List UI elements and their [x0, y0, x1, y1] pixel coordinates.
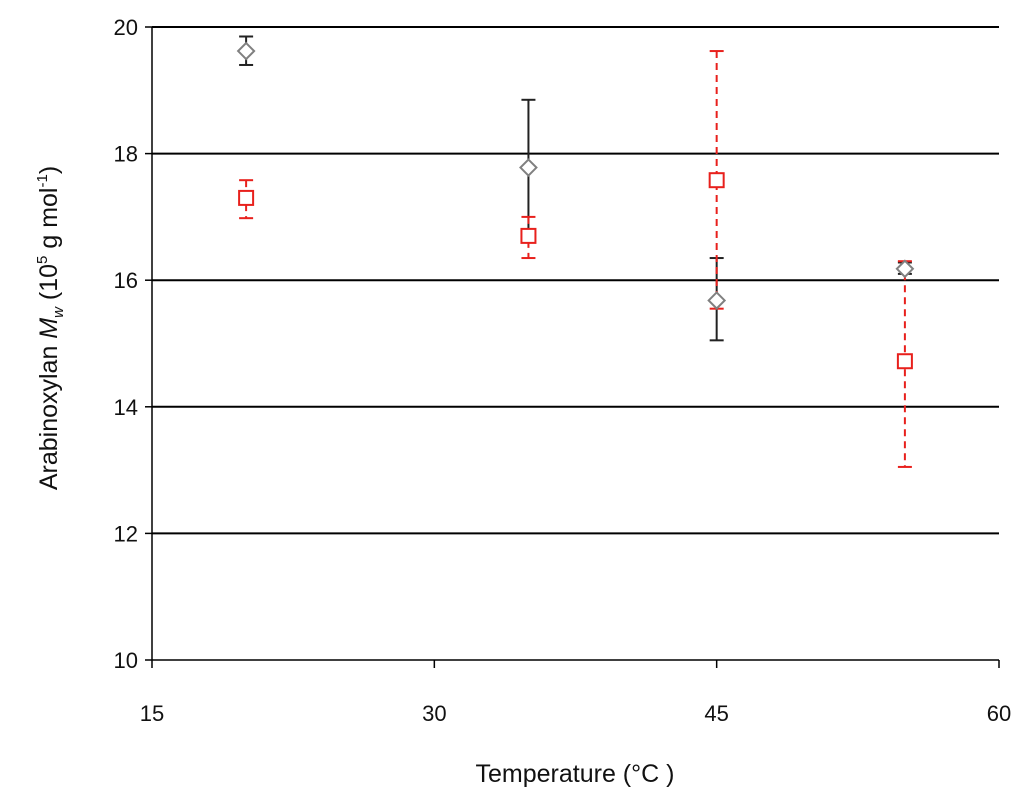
axes: [145, 26, 1000, 668]
y-axis-title-unit-close: ): [35, 166, 63, 174]
square-marker: [238, 189, 255, 206]
y-axis-title-unit-exp2: -1: [34, 174, 51, 187]
y-tick-label: 14: [114, 395, 138, 420]
x-tick-label: 30: [422, 701, 446, 726]
y-axis-title-unit-mid: g mol: [35, 187, 63, 255]
y-axis-title-symbol: M: [35, 318, 63, 339]
diamond-marker: [519, 158, 538, 177]
x-tick-labels: 15 30 45 60: [140, 701, 1011, 726]
y-tick-label: 16: [114, 268, 138, 293]
square-marker: [896, 353, 913, 370]
data-markers: [236, 41, 915, 370]
square-marker: [708, 172, 725, 189]
y-axis-title-subscript: w: [50, 306, 67, 318]
x-axis-title: Temperature (°C ): [476, 760, 675, 788]
y-tick-label: 12: [114, 521, 138, 546]
y-axis-title: Arabinoxylan Mw (105 g mol-1): [34, 166, 67, 490]
y-axis-title-prefix: Arabinoxylan: [35, 339, 63, 490]
y-tick-label: 10: [114, 648, 138, 673]
y-axis-title-unit-open: (10: [35, 264, 63, 307]
x-tick-label: 60: [987, 701, 1011, 726]
error-bars: [239, 35, 912, 468]
y-tick-labels: 10 12 14 16 18 20: [114, 15, 138, 673]
x-tick-label: 45: [704, 701, 728, 726]
gridlines: [152, 26, 999, 535]
x-tick-label: 15: [140, 701, 164, 726]
y-tick-label: 18: [114, 142, 138, 167]
diamond-marker: [895, 259, 915, 279]
y-tick-label: 20: [114, 15, 138, 40]
diamond-marker: [707, 291, 727, 310]
y-axis-title-unit-exp: 5: [34, 256, 51, 264]
diamond-marker: [236, 41, 256, 61]
square-marker: [520, 227, 537, 244]
